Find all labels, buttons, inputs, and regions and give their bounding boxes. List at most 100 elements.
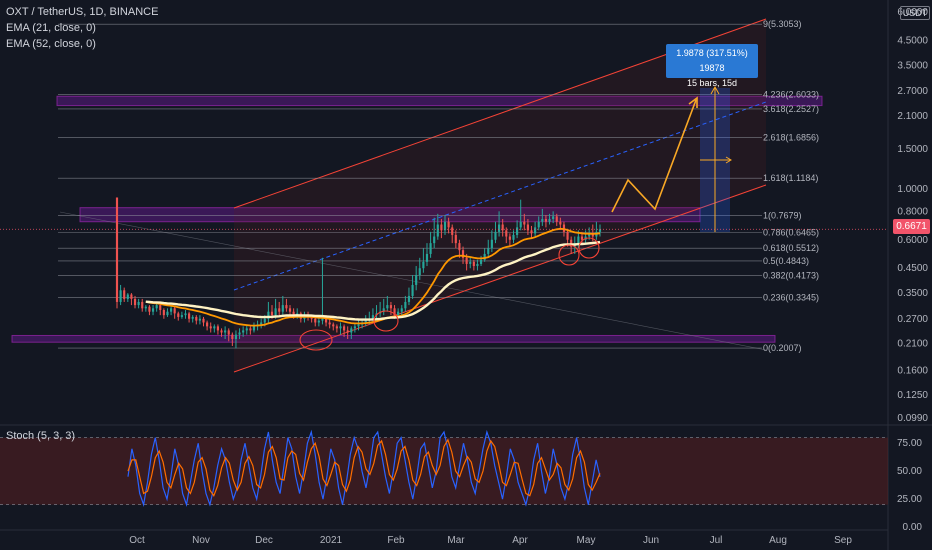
candle-body [274, 308, 277, 316]
candle-body [137, 301, 140, 306]
measure-line1: 1.9878 (317.51%) 19878 [676, 48, 748, 73]
stoch-tick-label: 0.00 [903, 522, 923, 533]
candle-body [188, 313, 191, 319]
y-tick-label: 0.6000 [897, 235, 928, 246]
candle-body [490, 239, 493, 249]
x-tick-label: Mar [447, 535, 465, 546]
fib-level-label: 4.236(2.6033) [763, 90, 819, 100]
candle-body [249, 328, 252, 331]
fib-level-label: 0.786(0.6465) [763, 227, 819, 237]
stoch-tick-label: 25.00 [897, 494, 922, 505]
candle-body [231, 334, 234, 340]
x-tick-label: Feb [387, 535, 405, 546]
fib-level-label: 0.236(0.3345) [763, 293, 819, 303]
y-tick-label: 1.5000 [897, 144, 928, 155]
candle-body [429, 243, 432, 254]
candle-body [115, 197, 119, 302]
candle-body [497, 224, 501, 232]
y-tick-label: 2.1000 [897, 111, 928, 122]
candle-body [588, 233, 591, 237]
candle-body [364, 320, 367, 323]
candle-body [357, 324, 360, 327]
candle-body [512, 234, 515, 240]
candle-body [555, 216, 558, 222]
candle-body [516, 227, 519, 235]
candle-body [418, 268, 421, 276]
mid-zone [79, 207, 701, 223]
candle-body [552, 216, 555, 220]
candle-body [133, 298, 137, 306]
candle-body [530, 230, 533, 234]
y-tick-label: 0.4500 [897, 263, 928, 274]
candle-body [436, 224, 439, 237]
stoch-tick-label: 75.00 [897, 438, 922, 449]
candle-body [169, 308, 173, 312]
measure-h-arrow-head [725, 156, 732, 164]
x-tick-label: Dec [255, 535, 273, 546]
candle-body [180, 315, 183, 317]
ema21-line [145, 227, 601, 327]
candle-body [541, 219, 544, 222]
fib-level-label: 1.618(1.1184) [763, 173, 818, 183]
x-tick-label: Sep [834, 535, 852, 546]
candle-body [544, 219, 548, 222]
x-tick-label: Jun [643, 535, 659, 546]
candle-body [198, 318, 201, 321]
candle-body [155, 305, 158, 309]
candle-body [519, 221, 522, 228]
projection-arrow-head [688, 96, 698, 108]
candle-body [562, 224, 566, 232]
y-tick-label: 4.5000 [897, 35, 928, 46]
measure-tooltip: 1.9878 (317.51%) 19878 15 bars, 15d [666, 44, 758, 88]
candle-body [472, 261, 475, 267]
measure-arrow-head [710, 85, 720, 95]
candle-body [324, 318, 328, 323]
candle-body [548, 219, 551, 222]
candle-body [534, 227, 537, 234]
quote-currency-badge[interactable]: USDT [900, 6, 930, 20]
candle-body [505, 230, 508, 237]
candle-body [227, 330, 230, 335]
candle-body [415, 275, 418, 285]
y-tick-label: 6.0000 [897, 7, 928, 18]
candle-body [335, 326, 338, 329]
candle-body [526, 224, 529, 231]
fib-level-label: 0(0.2007) [763, 343, 802, 353]
candle-body [191, 316, 194, 319]
candle-body [245, 328, 248, 331]
fib-level-label: 2.618(1.6856) [763, 133, 819, 143]
y-tick-label: 1.0000 [897, 184, 928, 195]
candle-body [559, 221, 562, 225]
candle-body [411, 284, 414, 296]
y-tick-label: 3.5000 [897, 60, 928, 71]
fib-level-label: 0.5(0.4843) [763, 256, 809, 266]
candle-body [440, 224, 443, 231]
candle-body [260, 322, 263, 325]
candle-body [292, 311, 295, 316]
resistance-zone [56, 95, 823, 107]
y-tick-label: 0.0990 [897, 413, 928, 424]
candle-body [123, 290, 126, 299]
candle-body [350, 328, 353, 333]
candle-body [130, 294, 133, 299]
fib-level-label: 0.618(0.5512) [763, 243, 819, 253]
candle-body [148, 306, 151, 312]
candle-body [267, 311, 270, 319]
candle-body [184, 313, 187, 316]
candle-body [202, 318, 205, 323]
candle-body [389, 305, 393, 309]
x-tick-label: Aug [769, 535, 787, 546]
candle-body [447, 221, 450, 228]
candle-body [220, 330, 223, 333]
candle-body [501, 224, 504, 231]
candle-body [141, 301, 144, 309]
candle-body [166, 311, 169, 316]
stoch-k-line [127, 429, 601, 507]
ema21-label: EMA (21, close, 0) [6, 22, 96, 34]
channel-lower-line [233, 184, 767, 373]
candle-body [252, 326, 256, 331]
fib-level-label: 3.618(2.2527) [763, 104, 819, 114]
measure-line2: 15 bars, 15d [686, 78, 738, 88]
y-tick-label: 0.1600 [897, 366, 928, 377]
